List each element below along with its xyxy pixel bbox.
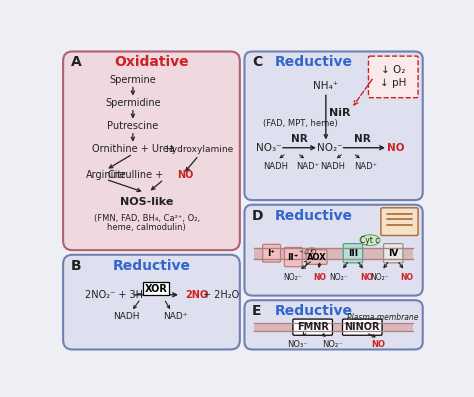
Text: XOR: XOR: [145, 283, 168, 294]
Text: Oxidative: Oxidative: [114, 55, 189, 69]
Bar: [254, 248, 413, 258]
FancyBboxPatch shape: [381, 208, 418, 235]
Text: Spermidine: Spermidine: [105, 98, 161, 108]
FancyBboxPatch shape: [63, 255, 240, 349]
FancyBboxPatch shape: [343, 319, 382, 335]
Text: Ornithine + Urea: Ornithine + Urea: [91, 144, 174, 154]
Text: Plasma membrane: Plasma membrane: [346, 313, 418, 322]
Text: ?: ?: [302, 261, 308, 271]
Text: D: D: [252, 208, 264, 222]
Text: FMNR: FMNR: [297, 322, 328, 332]
Text: NAD⁺: NAD⁺: [163, 312, 188, 321]
Text: NAD⁺: NAD⁺: [296, 162, 319, 171]
Text: NO: NO: [313, 273, 326, 281]
Text: B: B: [71, 258, 82, 273]
Text: E: E: [252, 304, 262, 318]
Text: NO₂⁻: NO₂⁻: [370, 273, 389, 281]
Text: NiR: NiR: [329, 108, 351, 118]
Text: NO₂⁻: NO₂⁻: [322, 340, 342, 349]
Text: Cyt c: Cyt c: [360, 236, 380, 245]
FancyBboxPatch shape: [306, 250, 327, 264]
Text: AOX: AOX: [307, 252, 327, 262]
Text: Reductive: Reductive: [275, 304, 353, 318]
Text: C: C: [252, 55, 263, 69]
Ellipse shape: [360, 235, 380, 245]
Text: ↓ pH: ↓ pH: [380, 78, 407, 88]
Text: ↓ O₂: ↓ O₂: [381, 65, 405, 75]
Text: NADH: NADH: [320, 162, 346, 171]
Bar: [254, 323, 413, 331]
Text: NH₄⁺: NH₄⁺: [313, 81, 338, 91]
Text: NO: NO: [401, 273, 414, 281]
Text: NADH: NADH: [113, 312, 140, 321]
Text: Putrescine: Putrescine: [107, 121, 158, 131]
FancyBboxPatch shape: [368, 56, 418, 98]
Text: A: A: [71, 55, 82, 69]
Text: (FAD, MPT, heme): (FAD, MPT, heme): [263, 119, 337, 128]
Text: 2NO₂⁻ + 3H⁺: 2NO₂⁻ + 3H⁺: [85, 290, 148, 300]
Text: I⁺: I⁺: [268, 249, 275, 258]
Text: NiNOR: NiNOR: [345, 322, 380, 332]
Text: Reductive: Reductive: [112, 258, 191, 273]
Text: NO₂⁻: NO₂⁻: [317, 143, 343, 153]
Ellipse shape: [305, 248, 319, 257]
Text: II⁺: II⁺: [288, 252, 299, 262]
Text: NO₃⁻: NO₃⁻: [256, 143, 282, 153]
Text: NO: NO: [177, 170, 193, 180]
FancyBboxPatch shape: [245, 300, 423, 349]
Text: NO: NO: [360, 273, 374, 281]
Text: NO₃⁻: NO₃⁻: [287, 340, 308, 349]
Text: NR: NR: [354, 133, 371, 143]
Text: NADH: NADH: [263, 162, 288, 171]
FancyBboxPatch shape: [63, 52, 240, 250]
FancyBboxPatch shape: [343, 244, 363, 263]
Text: Reductive: Reductive: [275, 55, 353, 69]
Text: UQ: UQ: [307, 249, 317, 255]
Text: NO: NO: [372, 340, 385, 349]
Text: Spermine: Spermine: [109, 75, 156, 85]
Text: Citrulline +: Citrulline +: [108, 170, 166, 180]
Text: 2NO: 2NO: [186, 290, 209, 300]
Text: III: III: [348, 249, 358, 258]
Text: IV: IV: [388, 249, 399, 258]
Text: Reductive: Reductive: [275, 208, 353, 222]
FancyBboxPatch shape: [245, 52, 423, 200]
FancyBboxPatch shape: [293, 319, 332, 335]
Text: NR: NR: [291, 133, 308, 143]
Text: NOS-like: NOS-like: [120, 197, 173, 207]
Text: Arginine: Arginine: [85, 170, 126, 180]
FancyBboxPatch shape: [284, 247, 302, 267]
FancyBboxPatch shape: [245, 205, 423, 296]
Text: NAD⁺: NAD⁺: [354, 162, 377, 171]
Text: NO: NO: [387, 143, 404, 153]
Text: Hydroxylamine: Hydroxylamine: [164, 145, 233, 154]
Text: heme, calmodulin): heme, calmodulin): [108, 223, 186, 231]
Text: + 2H₂O: + 2H₂O: [202, 290, 239, 300]
Text: (FMN, FAD, BH₄, Ca²⁺, O₂,: (FMN, FAD, BH₄, Ca²⁺, O₂,: [94, 214, 200, 223]
Text: NO₂⁻: NO₂⁻: [329, 273, 348, 281]
Text: NO₂⁻: NO₂⁻: [283, 273, 302, 281]
FancyBboxPatch shape: [383, 244, 403, 263]
FancyBboxPatch shape: [263, 245, 281, 262]
